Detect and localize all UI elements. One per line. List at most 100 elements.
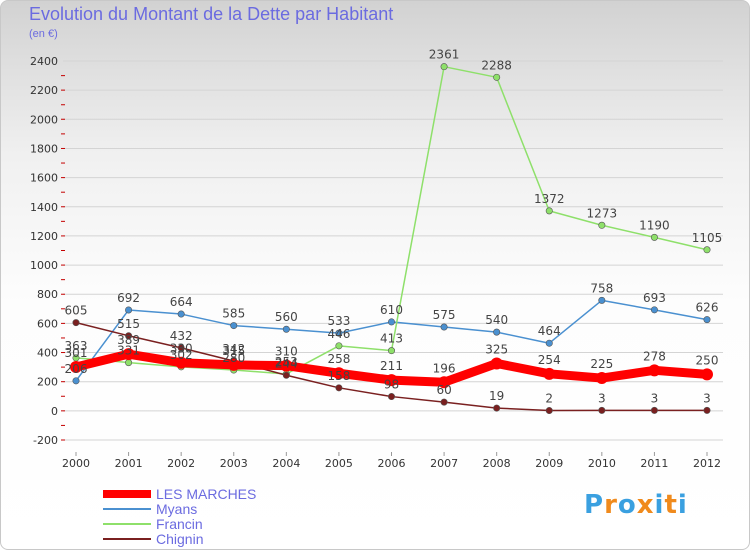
data-label: 158 [327, 369, 350, 383]
data-point [650, 306, 658, 314]
data-label: 302 [170, 348, 193, 362]
x-tick-label: 2010 [588, 457, 616, 470]
y-tick-label: -200 [33, 434, 58, 447]
logo-letter: P [584, 490, 605, 520]
data-label: 280 [222, 351, 245, 365]
data-label: 1105 [692, 231, 723, 245]
data-label: 363 [65, 339, 88, 353]
y-tick-label: 2200 [30, 84, 58, 97]
data-label: 325 [485, 342, 508, 356]
logo-letter: t [664, 490, 678, 520]
logo-letter: o [617, 490, 637, 520]
data-point [282, 325, 290, 333]
data-label: 98 [384, 378, 399, 392]
legend-label: Myans [156, 501, 197, 517]
data-label: 301 [65, 346, 88, 360]
data-label: 758 [590, 281, 613, 295]
data-label: 1190 [639, 218, 670, 232]
data-point [125, 359, 133, 367]
data-label: 254 [538, 353, 561, 367]
x-tick-label: 2008 [483, 457, 511, 470]
y-tick-label: 800 [37, 288, 58, 301]
x-tick-label: 2005 [325, 457, 353, 470]
data-label: 211 [380, 359, 403, 373]
proxiti-logo: Proxiti [584, 490, 688, 520]
data-point [598, 296, 606, 304]
data-point [493, 328, 501, 336]
data-point [70, 360, 82, 373]
data-point [440, 398, 448, 406]
data-point [335, 384, 343, 392]
legend-label: Chignin [156, 531, 203, 547]
data-point [177, 344, 185, 352]
data-label: 2288 [481, 58, 512, 72]
data-label: 389 [117, 333, 140, 347]
data-label: 330 [170, 342, 193, 356]
x-tick-label: 2004 [272, 457, 300, 470]
data-label: 60 [436, 383, 451, 397]
data-point [543, 367, 556, 380]
data-labels: 206 692 664 585 560 533 610 575 540 464 758 693 626 3… [65, 48, 723, 406]
data-point [493, 404, 501, 412]
y-tick-label: 1600 [30, 172, 58, 185]
data-label: 585 [222, 307, 245, 321]
x-tick-label: 2011 [640, 457, 668, 470]
data-label: 3 [703, 391, 711, 405]
data-label: 258 [327, 352, 350, 366]
data-label: 664 [170, 295, 193, 309]
data-label: 610 [380, 303, 403, 317]
y-tick-label: 1400 [30, 201, 58, 214]
data-label: 310 [275, 345, 298, 359]
x-tick-label: 2002 [167, 457, 195, 470]
data-point [122, 348, 135, 361]
data-point [545, 339, 553, 347]
data-label: 3 [598, 391, 606, 405]
x-tick-label: 2009 [535, 457, 563, 470]
data-point [438, 376, 451, 389]
data-point [440, 323, 448, 331]
data-point [545, 207, 553, 215]
data-point [125, 332, 133, 340]
data-label: 692 [117, 291, 140, 305]
series-points [70, 63, 713, 415]
data-label: 250 [696, 353, 719, 367]
data-label: 446 [327, 327, 350, 341]
x-tick-label: 2006 [378, 457, 406, 470]
data-point [440, 63, 448, 71]
legend-label: LES MARCHES [156, 486, 256, 502]
data-point [177, 310, 185, 318]
data-point [545, 407, 553, 415]
legend-label: Francin [156, 516, 203, 532]
y-tick-label: 2000 [30, 113, 58, 126]
data-point [648, 364, 661, 377]
data-label: 540 [485, 313, 508, 327]
data-label: 693 [643, 291, 666, 305]
logo-letter: x [636, 490, 655, 520]
data-point [387, 318, 395, 326]
data-label: 253 [275, 355, 298, 369]
x-tick-label: 2000 [62, 457, 90, 470]
data-point [175, 356, 188, 369]
chart-subtitle: (en €) [29, 28, 58, 40]
y-tick-label: 1800 [30, 142, 58, 155]
data-point [335, 342, 343, 350]
x-tick-label: 2007 [430, 457, 458, 470]
data-label: 196 [433, 361, 456, 375]
data-point [595, 372, 608, 385]
data-point [650, 406, 658, 414]
data-label: 413 [380, 332, 403, 346]
data-label: 331 [117, 344, 140, 358]
chart-title: Evolution du Montant de la Dette par Hab… [29, 4, 394, 24]
x-tick-label: 2003 [220, 457, 248, 470]
data-point [490, 357, 503, 370]
data-point [701, 368, 713, 381]
y-tick-label: 400 [37, 347, 58, 360]
data-point [387, 347, 395, 355]
data-label: 464 [538, 324, 561, 338]
data-point [125, 306, 133, 314]
data-label: 1273 [587, 206, 618, 220]
data-label: 278 [643, 349, 666, 363]
data-label: 560 [275, 310, 298, 324]
data-point [282, 371, 290, 379]
